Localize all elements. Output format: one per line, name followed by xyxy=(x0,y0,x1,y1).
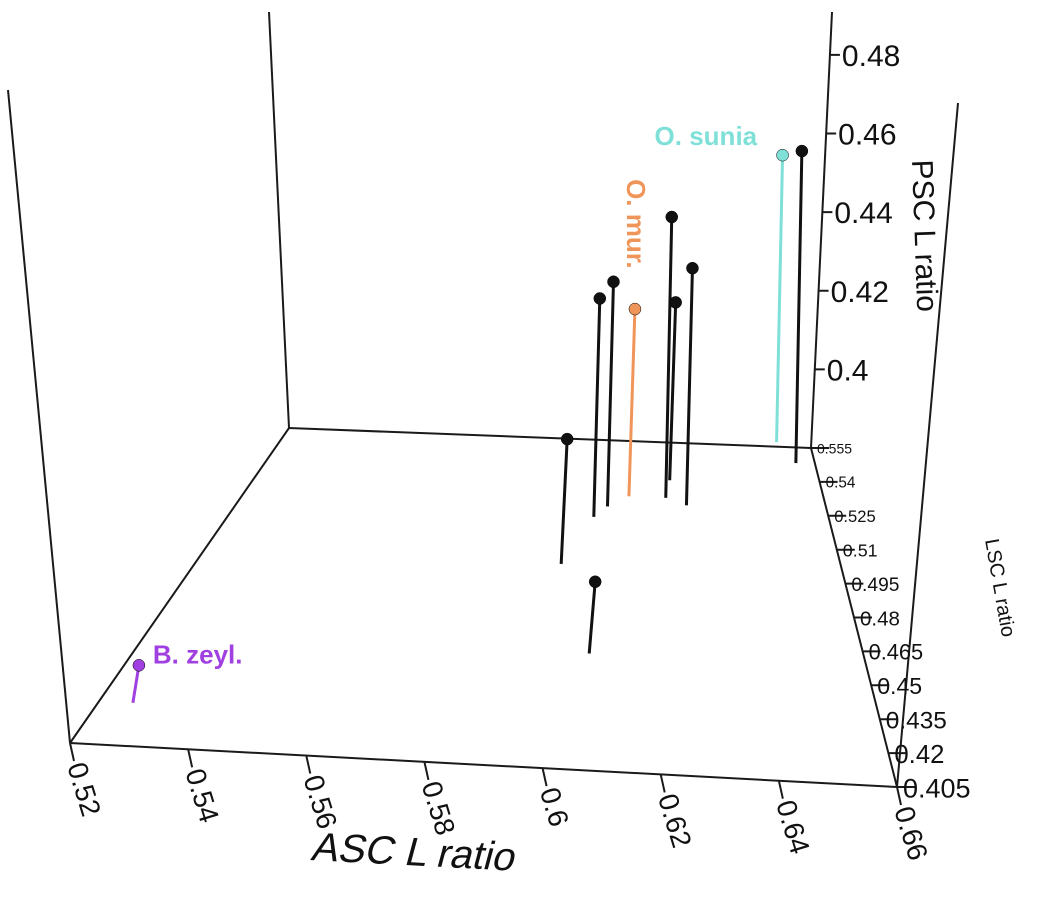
y-tick-label: 0.48 xyxy=(860,607,900,630)
point-4-stem xyxy=(559,439,569,564)
point-o-sunia-label: O. sunia xyxy=(655,121,758,151)
point-o-mur-stem xyxy=(627,309,637,497)
x-tick xyxy=(659,774,666,793)
point-b-zeyl-stem xyxy=(131,665,141,703)
point-10-marker xyxy=(795,144,809,158)
point-9-marker xyxy=(669,296,682,309)
point-9-stem xyxy=(668,302,678,481)
z-tick-label: 0.48 xyxy=(842,40,900,73)
axis-titles: ASC L ratio LSC L ratio PSC L ratio xyxy=(308,159,1019,879)
point-3-marker xyxy=(588,575,602,589)
point-3-stem xyxy=(587,581,597,654)
y-tick-label: 0.435 xyxy=(886,707,947,734)
point-o-mur-label: O. mur. xyxy=(621,179,651,269)
x-tick xyxy=(541,767,548,787)
x-tick xyxy=(187,749,194,768)
z-tick-label: 0.44 xyxy=(834,197,892,230)
y-tick-label: 0.465 xyxy=(869,640,924,665)
point-o-mur-marker xyxy=(628,302,642,316)
point-7-stem xyxy=(664,216,674,498)
point-b-zeyl-label: B. zeyl. xyxy=(153,639,243,669)
point-10-stem xyxy=(794,151,804,464)
x-tick-label: 0.6 xyxy=(534,784,575,830)
y-tick-label: 0.45 xyxy=(877,673,922,699)
y-tick-label: 0.525 xyxy=(834,507,876,526)
z-axis-title: PSC L ratio xyxy=(905,159,943,312)
y-tick-label: 0.42 xyxy=(894,741,944,769)
x-tick-label: 0.54 xyxy=(179,765,225,826)
x-tick xyxy=(777,780,784,799)
x-tick xyxy=(69,742,75,762)
z-axis-line xyxy=(810,11,833,449)
point-6-stem xyxy=(605,281,615,507)
x-tick xyxy=(423,761,430,781)
x-tick xyxy=(896,786,902,806)
x-axis-title: ASC L ratio xyxy=(308,824,523,880)
z-tick-label: 0.42 xyxy=(831,276,889,309)
left-vertical-edge xyxy=(7,89,71,744)
x-tick-label: 0.66 xyxy=(888,803,934,864)
y-tick-label: 0.495 xyxy=(851,575,899,596)
floor-back-edges xyxy=(69,426,812,744)
point-5-marker xyxy=(593,292,607,305)
x-tick-label: 0.52 xyxy=(61,759,107,820)
point-7-marker xyxy=(665,210,679,224)
point-6-marker xyxy=(607,275,620,289)
point-8-marker xyxy=(686,261,699,275)
data-marks: B. zeyl. O. mur.O. sunia xyxy=(131,121,809,703)
y-tick-label: 0.405 xyxy=(903,773,971,803)
y-tick-label: 0.54 xyxy=(826,475,856,492)
back-vertical-edge xyxy=(268,11,290,429)
tick-group: 0.52 0.54 0.56 0.58 0.6 0.62 0.64 0.660.4050.42… xyxy=(61,40,970,864)
point-4-marker xyxy=(560,432,574,446)
point-8-stem xyxy=(684,268,694,506)
y-tick-label: 0.555 xyxy=(817,440,852,456)
front-right-vertical-edge xyxy=(896,102,959,788)
point-5-stem xyxy=(592,298,602,517)
point-b-zeyl-marker xyxy=(132,659,146,672)
y-axis-title: LSC L ratio xyxy=(980,537,1019,639)
x-tick xyxy=(305,755,312,774)
axis-frame xyxy=(7,11,959,788)
z-tick-label: 0.4 xyxy=(827,354,869,387)
x-axis-line xyxy=(69,742,898,788)
z-tick-label: 0.46 xyxy=(838,119,896,152)
point-o-sunia-marker xyxy=(776,148,789,162)
y-tick-label: 0.51 xyxy=(843,541,878,561)
x-tick-label: 0.62 xyxy=(652,790,698,851)
point-o-sunia-stem xyxy=(775,155,785,443)
x-tick-label: 0.64 xyxy=(770,796,816,857)
